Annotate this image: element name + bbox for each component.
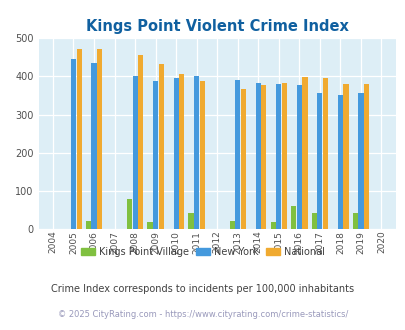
Bar: [173, 78, 178, 229]
Bar: [71, 59, 76, 229]
Bar: [363, 83, 368, 229]
Title: Kings Point Violent Crime Index: Kings Point Violent Crime Index: [85, 19, 348, 34]
Bar: [290, 206, 296, 229]
Bar: [132, 76, 137, 229]
Text: © 2025 CityRating.com - https://www.cityrating.com/crime-statistics/: © 2025 CityRating.com - https://www.city…: [58, 311, 347, 319]
Bar: [311, 213, 316, 229]
Bar: [77, 50, 81, 229]
Bar: [153, 81, 158, 229]
Bar: [188, 213, 193, 229]
Bar: [270, 222, 275, 229]
Bar: [229, 221, 234, 229]
Bar: [194, 76, 199, 229]
Bar: [255, 83, 260, 229]
Bar: [358, 93, 362, 229]
Bar: [343, 83, 348, 229]
Bar: [240, 89, 245, 229]
Bar: [199, 81, 205, 229]
Bar: [147, 222, 152, 229]
Bar: [91, 63, 96, 229]
Bar: [322, 78, 327, 229]
Bar: [302, 77, 307, 229]
Bar: [85, 221, 91, 229]
Text: Crime Index corresponds to incidents per 100,000 inhabitants: Crime Index corresponds to incidents per…: [51, 284, 354, 294]
Bar: [352, 213, 357, 229]
Bar: [126, 199, 132, 229]
Bar: [337, 95, 342, 229]
Bar: [179, 74, 184, 229]
Bar: [275, 84, 281, 229]
Bar: [138, 55, 143, 229]
Legend: Kings Point Village, New York, National: Kings Point Village, New York, National: [77, 243, 328, 261]
Bar: [234, 80, 240, 229]
Bar: [261, 85, 266, 229]
Bar: [158, 64, 164, 229]
Bar: [317, 93, 322, 229]
Bar: [281, 83, 286, 229]
Bar: [97, 49, 102, 229]
Bar: [296, 85, 301, 229]
